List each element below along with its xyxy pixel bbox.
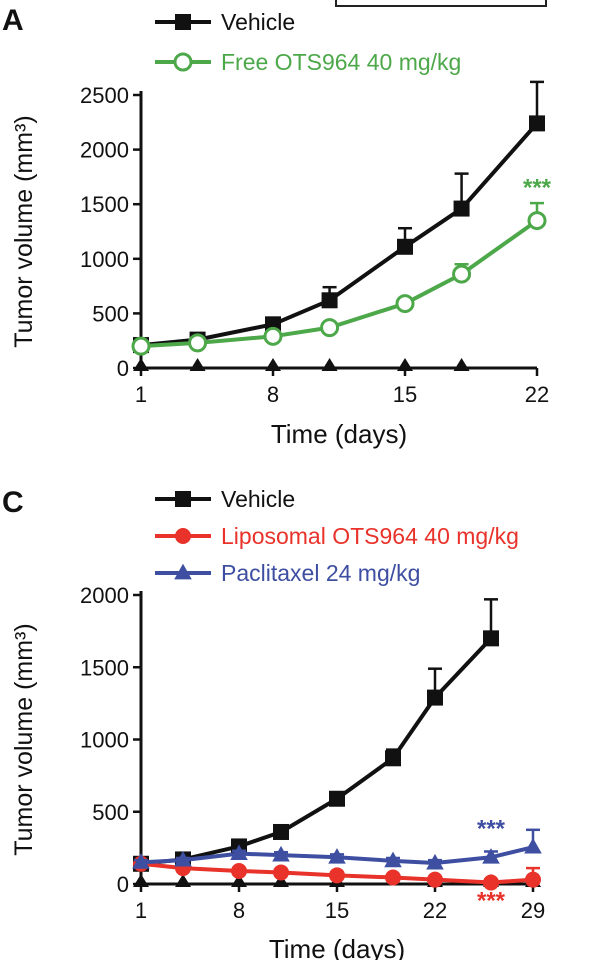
x-tick-label: 8 [267, 382, 279, 407]
data-point [427, 689, 443, 706]
panel-label-a: A [2, 4, 24, 37]
data-point [527, 211, 547, 231]
data-point [329, 867, 345, 884]
legend-entry: Free OTS964 40 mg/kg [221, 49, 461, 75]
dosing-marker [321, 358, 338, 371]
data-point [385, 869, 401, 886]
data-point [427, 871, 443, 888]
y-tick-label: 2000 [80, 583, 129, 608]
series-1 [133, 855, 541, 891]
x-tick-label: 15 [325, 898, 349, 923]
y-axis-label-a: Tumor volume (mm³) [10, 115, 38, 347]
data-point [524, 837, 542, 854]
data-point [329, 790, 345, 807]
legend-swatch-marker [175, 491, 191, 507]
x-tick-label: 1 [135, 382, 147, 407]
data-point [231, 862, 247, 879]
data-point [397, 238, 413, 255]
dosing-marker [133, 358, 149, 371]
dosing-marker [273, 874, 289, 887]
x-axis-label-a: Time (days) [271, 419, 407, 449]
y-tick-label: 1500 [80, 655, 129, 680]
legend-entry: Vehicle [221, 486, 295, 512]
legend-entry: Paclitaxel 24 mg/kg [221, 560, 420, 586]
x-tick-label: 15 [393, 382, 417, 407]
data-point [328, 848, 346, 864]
data-point [482, 848, 500, 864]
panel-a: A Vehicle Free OTS964 40 mg/kg 0 500 1000 15… [2, 4, 552, 449]
dosing-marker [265, 358, 281, 371]
legend-swatch-marker [173, 52, 193, 72]
series-line [140, 122, 539, 348]
data-point [188, 333, 208, 353]
data-point [525, 871, 541, 888]
y-tick-label: 0 [117, 356, 129, 381]
y-axis-label-c: Tumor volume (mm³) [10, 623, 38, 855]
x-tick-label: 22 [525, 382, 549, 407]
series-0 [133, 598, 499, 872]
y-tick-label: 0 [117, 872, 129, 897]
legend-c: Vehicle Liposomal OTS964 40 mg/kg Paclitax… [155, 486, 519, 586]
plot-area-a: 0 500 1000 1500 2000 2500 1 8 15 22 *** [80, 80, 552, 407]
legend-swatch-marker [175, 528, 191, 544]
legend-a: Vehicle Free OTS964 40 mg/kg [155, 9, 461, 75]
data-point [174, 850, 192, 867]
series-2 [132, 828, 542, 870]
y-tick-label: 1500 [80, 192, 129, 217]
data-point [230, 844, 248, 861]
y-tick-label: 2000 [80, 138, 129, 163]
dosing-marker [397, 358, 413, 371]
data-point [453, 200, 470, 217]
data-point [320, 318, 340, 338]
y-tick-label: 2500 [80, 83, 129, 108]
series-0 [133, 80, 545, 354]
dosing-marker [231, 874, 247, 887]
dosing-marker [453, 358, 470, 371]
legend-swatch-marker [174, 563, 192, 580]
series-line [140, 636, 493, 866]
panel-label-c: C [2, 486, 24, 519]
data-point [263, 326, 283, 346]
data-point [131, 336, 151, 356]
y-tick-label: 500 [92, 800, 129, 825]
significance-annotation: *** [477, 888, 506, 915]
y-tick-label: 1000 [80, 728, 129, 753]
data-point [384, 851, 402, 868]
data-point [529, 115, 545, 132]
data-point [483, 630, 499, 647]
header-box-remnant [335, 0, 547, 7]
legend-entry: Vehicle [221, 9, 295, 35]
y-tick-label: 500 [92, 301, 129, 326]
legend-swatch-marker [175, 14, 191, 30]
data-point [385, 750, 401, 767]
legend-entry: Liposomal OTS964 40 mg/kg [221, 523, 519, 549]
data-point [426, 853, 444, 870]
x-tick-label: 8 [233, 898, 245, 923]
data-point [483, 874, 499, 891]
x-axis-label-c: Time (days) [269, 934, 405, 960]
dosing-marker [175, 874, 191, 887]
x-tick-label: 1 [135, 898, 147, 923]
data-point [273, 864, 289, 881]
significance-annotation: *** [477, 815, 506, 842]
data-point [132, 853, 150, 869]
x-tick-label: 22 [423, 898, 447, 923]
dosing-marker [189, 358, 206, 371]
data-point [273, 823, 289, 840]
data-point [452, 264, 472, 284]
significance-annotation: *** [523, 174, 552, 201]
data-point [395, 294, 415, 314]
data-point [272, 845, 290, 862]
data-point [321, 292, 338, 309]
series-1 [131, 201, 547, 356]
y-tick-label: 1000 [80, 247, 129, 272]
plot-area-c: 0 500 1000 1500 2000 1 8 15 22 29 *** *** [80, 583, 545, 923]
panel-c: C Vehicle Liposomal OTS964 40 mg/kg Paclit… [2, 486, 545, 960]
x-tick-label: 29 [521, 898, 545, 923]
dosing-marker [133, 874, 149, 887]
